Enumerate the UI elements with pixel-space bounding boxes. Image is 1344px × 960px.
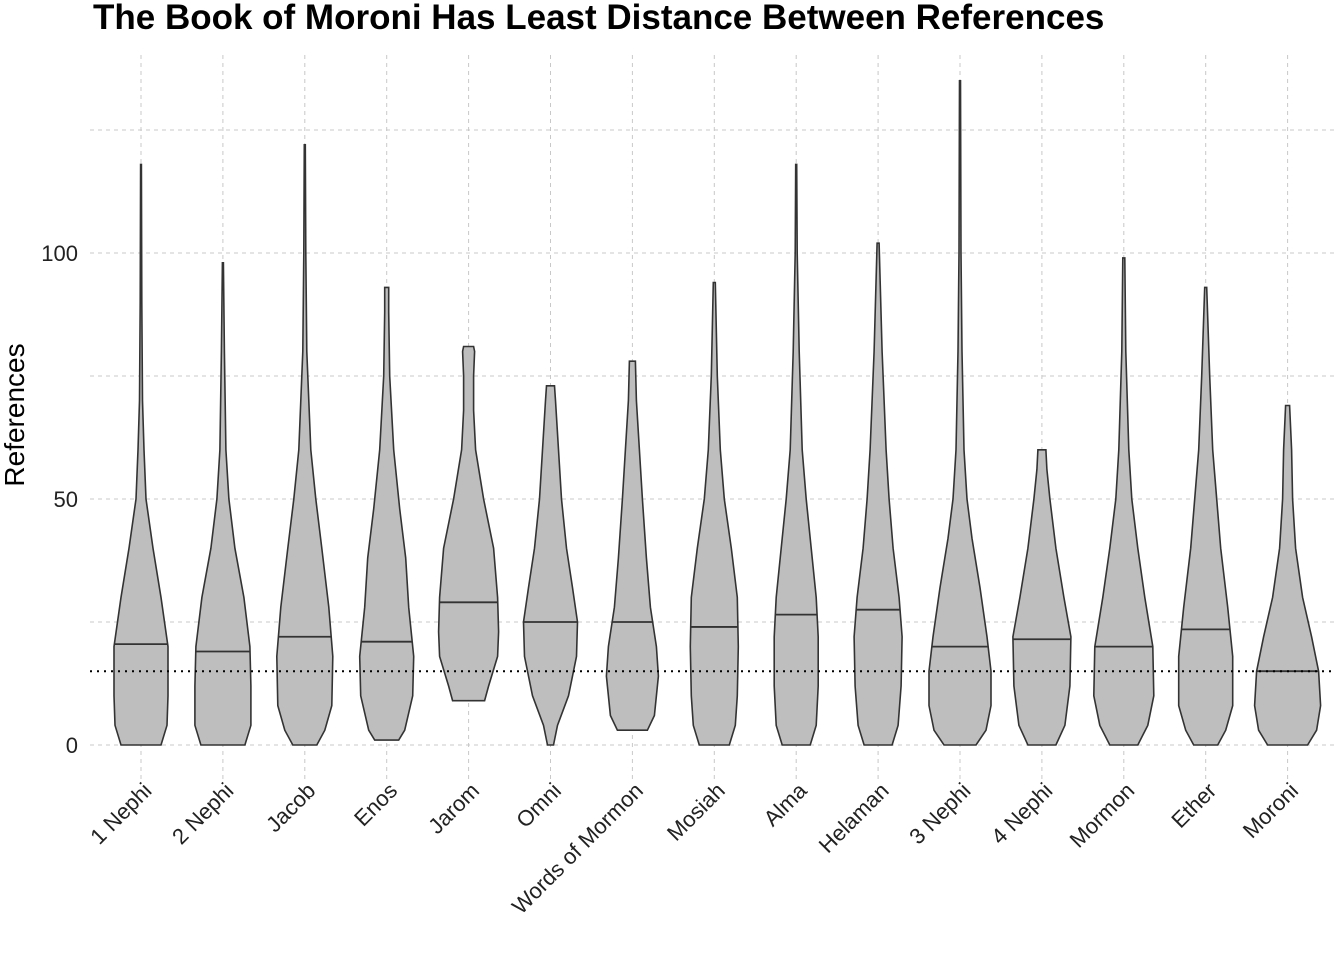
x-tick-label: Jarom [423,778,484,839]
x-tick-label: 3 Nephi [904,778,975,849]
violin-1-nephi [113,163,169,746]
violin-jacob [275,144,334,746]
violin-helaman [853,242,903,746]
x-tick-label: 1 Nephi [85,778,156,849]
y-tick-label: 100 [41,241,78,266]
violin-3-nephi [928,80,992,746]
x-tick-label: Ether [1166,778,1221,833]
y-tick-label: 0 [66,733,78,758]
violin-words-of-mormon [605,360,660,731]
x-tick-label: Moroni [1238,778,1303,843]
x-tick-label: Mormon [1065,778,1140,853]
violin-2-nephi [194,262,252,746]
violin-mormon [1092,257,1155,746]
violin-ether [1177,286,1234,746]
y-tick-labels: 0 50 100 [41,241,78,758]
violin-4-nephi [1012,449,1072,746]
y-tick-label: 50 [54,487,78,512]
x-tick-label: 2 Nephi [167,778,238,849]
x-tick-label: 4 Nephi [986,778,1057,849]
violin-layer [113,80,1322,746]
violin-mosiah [689,281,740,746]
x-tick-label: Alma [759,777,813,831]
violin-omni [522,385,579,746]
x-tick-label: Omni [511,778,566,833]
violin-enos [358,286,415,741]
x-tick-label: Mosiah [662,778,730,846]
x-tick-label: Enos [349,778,402,831]
chart-title: The Book of Moroni Has Least Distance Be… [93,0,1105,37]
violin-moroni [1253,404,1322,746]
x-tick-label: Helaman [814,778,894,858]
violin-jarom [437,345,500,702]
violin-alma [773,163,819,746]
x-tick-label: Jacob [261,778,320,837]
y-axis-title: References [0,343,30,486]
